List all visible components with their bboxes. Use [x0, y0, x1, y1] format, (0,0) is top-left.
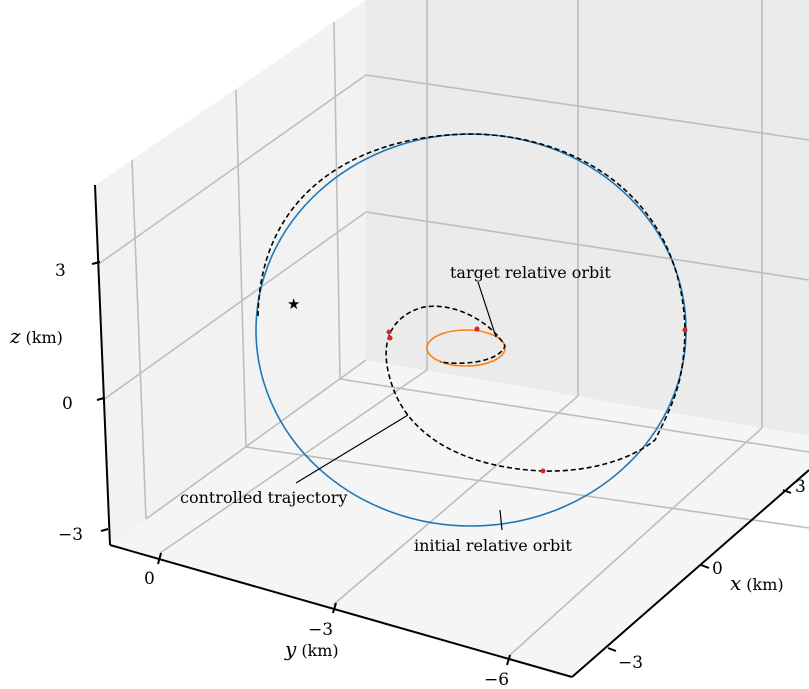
annotation-leaders	[295, 281, 503, 531]
annotation-target-relative-orbit: target relative orbit	[450, 263, 611, 282]
impulse-point	[474, 326, 480, 332]
z-axis-line	[94, 184, 111, 546]
x-axis-line	[571, 469, 809, 678]
y-tick-0: 0	[144, 569, 155, 589]
floor-pane	[110, 360, 809, 677]
back-pane	[366, 0, 809, 436]
z-tick-neg3: −3	[58, 525, 83, 545]
leader-target	[477, 281, 497, 338]
impulse-point	[540, 468, 546, 474]
y-axis-label: y (km)	[284, 637, 339, 661]
y-tick-neg3: −3	[308, 620, 333, 640]
leader-initial	[499, 509, 503, 531]
start-star-marker: ★	[287, 295, 300, 313]
x-tick-3: 3	[795, 477, 806, 497]
annotation-initial-relative-orbit: initial relative orbit	[414, 536, 572, 555]
impulse-point	[387, 335, 393, 341]
impulse-point	[386, 329, 392, 335]
leader-controlled	[295, 414, 409, 484]
z-tick-3: 3	[55, 261, 66, 281]
y-axis-line	[109, 544, 573, 678]
x-tick-0: 0	[712, 559, 723, 579]
axis-lines	[94, 184, 809, 678]
annotation-controlled-trajectory: controlled trajectory	[180, 488, 347, 507]
impulse-points	[386, 326, 688, 474]
series-controlled-trajectory	[257, 133, 686, 472]
impulse-point	[682, 327, 688, 333]
z-axis-label: z (km)	[9, 324, 63, 348]
y-tick-neg6: −6	[484, 670, 509, 689]
x-axis-label: x (km)	[730, 571, 784, 595]
series-target-relative-orbit	[426, 329, 506, 367]
tick-marks	[91, 261, 792, 666]
x-tick-neg3: −3	[618, 653, 643, 673]
gridlines	[99, 0, 809, 656]
z-tick-0: 0	[62, 394, 73, 414]
